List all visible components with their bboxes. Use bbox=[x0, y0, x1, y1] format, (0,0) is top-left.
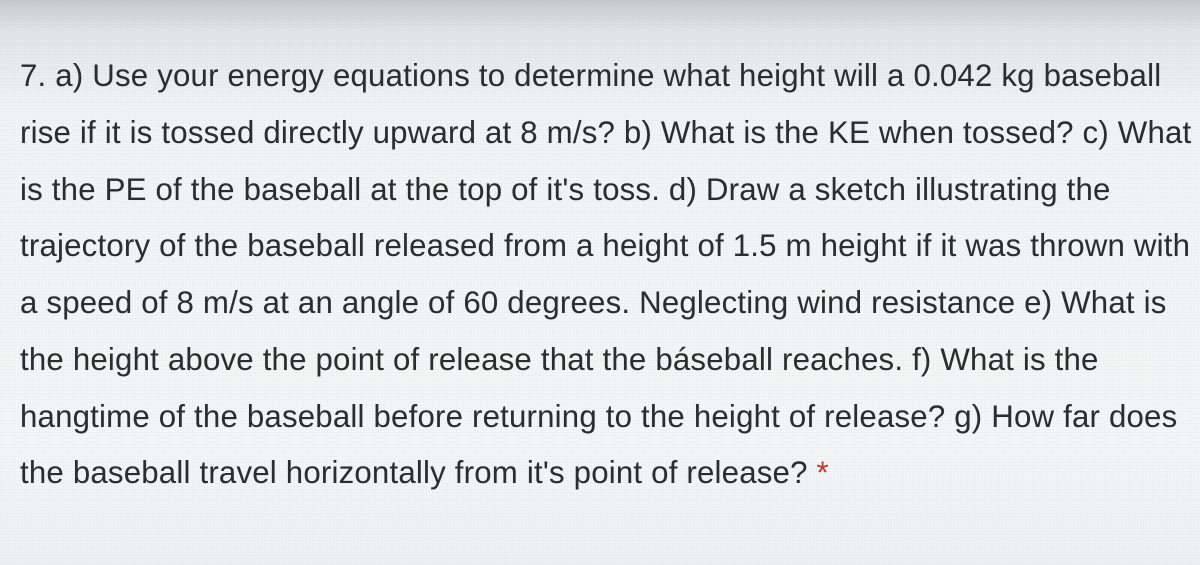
question-block: 7. a) Use your energy equations to deter… bbox=[20, 48, 1194, 502]
question-text: 7. a) Use your energy equations to deter… bbox=[20, 58, 1191, 490]
required-asterisk: * bbox=[817, 455, 829, 490]
